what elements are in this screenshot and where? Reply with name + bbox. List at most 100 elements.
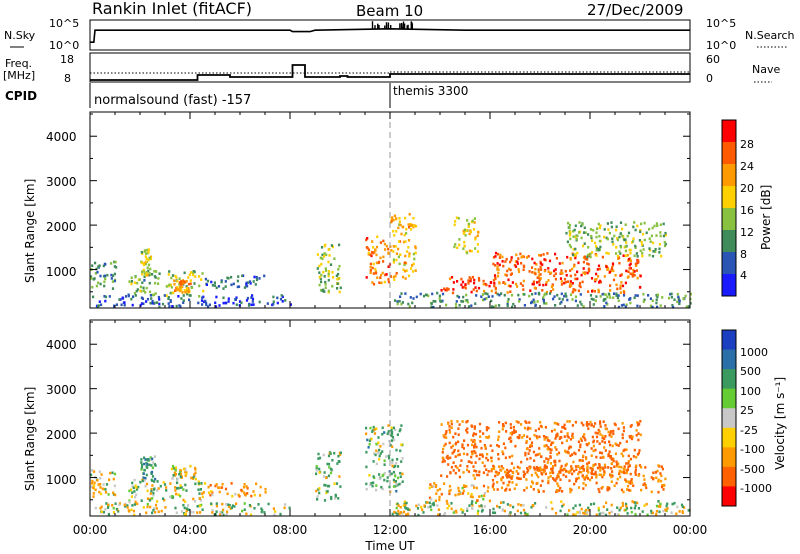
range-time-cell <box>377 441 380 445</box>
range-time-cell <box>337 454 340 458</box>
range-time-cell <box>518 436 521 440</box>
range-time-cell <box>520 256 523 259</box>
range-time-cell <box>483 297 486 301</box>
range-time-cell <box>494 286 497 290</box>
range-time-cell <box>591 290 594 293</box>
range-time-cell <box>563 294 566 298</box>
range-time-cell <box>323 471 326 474</box>
range-time-cell <box>434 485 438 489</box>
range-time-cell <box>124 505 127 508</box>
range-time-cell <box>560 430 563 433</box>
range-time-cell <box>315 465 318 468</box>
range-time-cell <box>430 498 433 501</box>
range-time-cell <box>514 430 517 433</box>
range-time-cell <box>240 488 243 492</box>
power-cb-tick-8: 8 <box>740 248 747 261</box>
range-time-cell <box>172 291 175 295</box>
range-time-cell <box>586 467 589 470</box>
range-time-cell <box>184 483 187 487</box>
range-time-cell <box>578 284 581 287</box>
range-time-cell <box>612 296 615 299</box>
range-time-cell <box>454 471 457 475</box>
power-ytick-1000: 1000 <box>46 265 77 279</box>
range-time-cell <box>170 467 173 471</box>
range-time-cell <box>375 271 378 275</box>
range-time-cell <box>542 468 545 472</box>
range-time-cell <box>564 292 567 296</box>
range-time-cell <box>143 468 146 472</box>
range-time-cell <box>552 297 555 301</box>
range-time-cell <box>143 275 146 279</box>
velocity-axis-ticks <box>89 320 691 516</box>
range-time-cell <box>243 508 246 511</box>
range-time-cell <box>389 443 392 447</box>
range-time-cell <box>512 466 516 470</box>
range-time-cell <box>498 281 501 284</box>
range-time-cell <box>546 461 549 464</box>
range-time-cell <box>462 452 466 456</box>
range-time-cell <box>252 490 255 493</box>
range-time-cell <box>281 295 284 299</box>
range-time-cell <box>609 455 612 458</box>
range-time-cell <box>582 267 585 270</box>
range-time-cell <box>324 280 327 284</box>
range-time-cell <box>595 272 598 276</box>
range-time-cell <box>452 450 455 454</box>
range-time-cell <box>569 487 572 491</box>
range-time-cell <box>387 424 390 427</box>
range-time-cell <box>501 508 504 511</box>
range-time-cell <box>337 272 340 276</box>
range-time-cell <box>627 454 630 458</box>
range-time-cell <box>168 270 171 273</box>
range-time-cell <box>545 283 548 286</box>
range-time-cell <box>325 476 328 480</box>
range-time-cell <box>537 475 540 479</box>
range-time-cell <box>518 298 521 301</box>
range-time-cell <box>475 445 478 449</box>
range-time-cell <box>246 281 249 284</box>
range-time-cell <box>523 426 527 430</box>
range-time-cell <box>595 513 598 517</box>
range-time-cell <box>176 478 179 481</box>
range-time-cell <box>435 484 438 487</box>
range-time-cell <box>245 299 249 302</box>
range-time-cell <box>390 429 393 432</box>
range-time-cell <box>606 237 609 241</box>
range-time-cell <box>327 270 331 273</box>
range-time-cell <box>103 295 106 298</box>
range-time-cell <box>590 297 593 301</box>
range-time-cell <box>112 493 116 496</box>
range-time-cell <box>151 457 154 461</box>
range-time-cell <box>431 485 434 488</box>
range-time-cell <box>594 279 597 283</box>
range-time-cell <box>517 268 520 271</box>
range-time-cell <box>339 453 342 456</box>
range-time-cell <box>593 241 597 245</box>
range-time-cell <box>458 475 461 479</box>
range-time-cell <box>625 462 628 465</box>
range-time-cell <box>581 223 584 226</box>
range-time-cell <box>598 473 601 476</box>
range-time-cell <box>284 299 287 302</box>
range-time-cell <box>563 423 566 427</box>
range-time-cell <box>466 219 469 222</box>
range-time-cell <box>324 283 327 286</box>
range-time-cell <box>129 488 133 492</box>
range-time-cell <box>398 217 401 220</box>
range-time-cell <box>549 471 552 475</box>
range-time-cell <box>234 492 237 496</box>
range-time-cell <box>494 304 497 308</box>
range-time-cell <box>499 501 503 504</box>
range-time-cell <box>585 457 588 461</box>
range-time-cell <box>165 489 168 492</box>
range-time-cell <box>400 292 403 295</box>
range-time-cell <box>406 250 409 253</box>
range-time-cell <box>632 271 635 275</box>
range-time-cell <box>619 441 622 445</box>
range-time-cell <box>134 495 137 499</box>
range-time-cell <box>625 504 628 508</box>
range-time-cell <box>604 449 607 452</box>
range-time-cell <box>335 274 338 278</box>
range-time-cell <box>198 275 201 278</box>
range-time-cell <box>133 490 136 493</box>
